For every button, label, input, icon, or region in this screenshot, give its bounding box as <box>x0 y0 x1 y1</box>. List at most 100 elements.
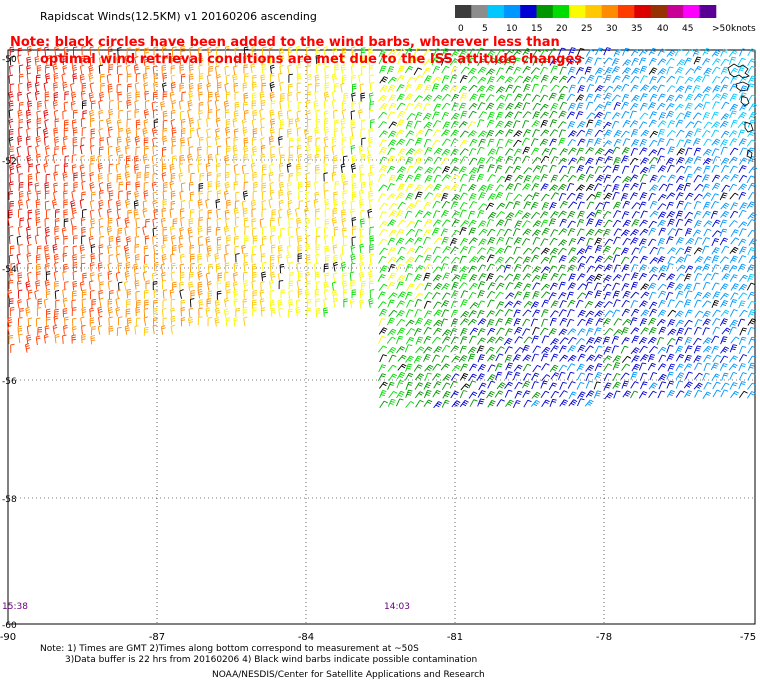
wind-barb <box>550 345 559 353</box>
wind-barb <box>26 136 31 146</box>
wind-barb <box>143 190 149 200</box>
wind-barb <box>350 110 356 120</box>
wind-barb <box>226 199 231 209</box>
wind-barb <box>667 309 677 317</box>
wind-barb <box>603 373 612 381</box>
wind-barb <box>315 64 321 74</box>
wind-barb <box>396 74 405 83</box>
wind-barb <box>223 308 230 318</box>
wind-barb <box>621 299 630 308</box>
wind-barb <box>224 209 230 220</box>
wind-barb <box>450 120 459 129</box>
wind-barb <box>477 281 486 290</box>
wind-barb <box>71 164 77 174</box>
wind-barb <box>323 118 329 128</box>
wind-barb <box>702 391 711 399</box>
wind-barb <box>612 274 622 281</box>
wind-barb <box>35 216 41 227</box>
wind-barb <box>151 154 157 165</box>
wind-barb <box>495 309 504 317</box>
wind-barb <box>468 391 478 399</box>
wind-barb <box>304 207 309 218</box>
wind-barb <box>378 146 387 155</box>
wind-barb <box>125 64 131 75</box>
wind-barb <box>106 225 112 236</box>
wind-barb <box>197 288 203 299</box>
wind-barb <box>260 145 266 155</box>
wind-barb <box>269 254 275 264</box>
wind-barb <box>604 67 613 75</box>
wind-barb <box>550 65 558 74</box>
wind-barb <box>80 216 86 227</box>
wind-barb <box>99 190 104 200</box>
wind-barb <box>63 163 69 173</box>
wind-barb <box>244 226 250 236</box>
wind-barb <box>611 120 620 129</box>
wind-barb <box>737 57 746 66</box>
wind-barb <box>124 217 130 227</box>
wind-barb <box>26 334 32 345</box>
wind-barb <box>260 307 266 317</box>
wind-barb <box>143 245 149 255</box>
wind-barb <box>162 226 168 236</box>
wind-barb <box>514 101 523 110</box>
wind-barb <box>397 148 406 156</box>
wind-barb <box>126 47 132 57</box>
wind-barb <box>584 66 592 75</box>
wind-barb <box>640 291 650 299</box>
wind-barb <box>711 317 721 326</box>
wind-barb <box>368 55 373 66</box>
wind-barb <box>451 219 460 227</box>
wind-barb <box>341 280 348 290</box>
wind-barb <box>404 47 414 56</box>
wind-barb <box>287 226 293 236</box>
wind-barb <box>115 253 121 264</box>
wind-barb <box>135 91 140 101</box>
wind-barb <box>198 73 204 83</box>
wind-barb <box>279 263 285 274</box>
wind-barb <box>594 363 603 372</box>
wind-barb <box>567 102 576 111</box>
wind-barb <box>197 82 203 93</box>
wind-barb <box>459 266 469 273</box>
wind-barb <box>26 324 32 335</box>
wind-barb <box>532 326 540 335</box>
wind-barb <box>685 173 693 182</box>
wind-barb <box>495 346 505 354</box>
wind-barb <box>341 100 347 110</box>
wind-barb <box>648 139 658 148</box>
wind-barb <box>72 280 78 291</box>
wind-barb <box>207 181 213 191</box>
wind-barb <box>388 174 396 183</box>
wind-barb <box>387 84 396 93</box>
wind-barb <box>586 328 594 337</box>
wind-barb <box>268 198 273 209</box>
wind-barb <box>656 319 666 327</box>
wind-barb <box>369 199 374 209</box>
wind-barb <box>486 76 495 85</box>
wind-barb <box>98 217 104 228</box>
wind-barb <box>694 256 704 264</box>
wind-barb <box>702 292 712 299</box>
wind-barb <box>117 227 123 237</box>
wind-barb <box>522 111 532 119</box>
wind-barb <box>729 371 738 380</box>
wind-barb <box>304 226 310 237</box>
wind-barb <box>243 55 248 65</box>
wind-barb <box>513 156 521 165</box>
map-title: Rapidscat Winds(12.5KM) v1 20160206 asce… <box>40 10 317 23</box>
wind-barb <box>151 181 157 192</box>
wind-barb <box>667 247 677 255</box>
wind-barb <box>449 237 458 246</box>
wind-barb <box>531 381 539 390</box>
wind-barb <box>406 247 416 255</box>
wind-barb <box>585 228 595 237</box>
wind-barb <box>44 119 49 129</box>
wind-barb <box>207 209 212 219</box>
wind-barb <box>206 136 211 146</box>
wind-barb <box>639 372 648 381</box>
wind-barb <box>450 138 459 147</box>
wind-barb <box>675 247 685 255</box>
wind-barb <box>206 145 212 155</box>
wind-barb <box>125 181 131 191</box>
